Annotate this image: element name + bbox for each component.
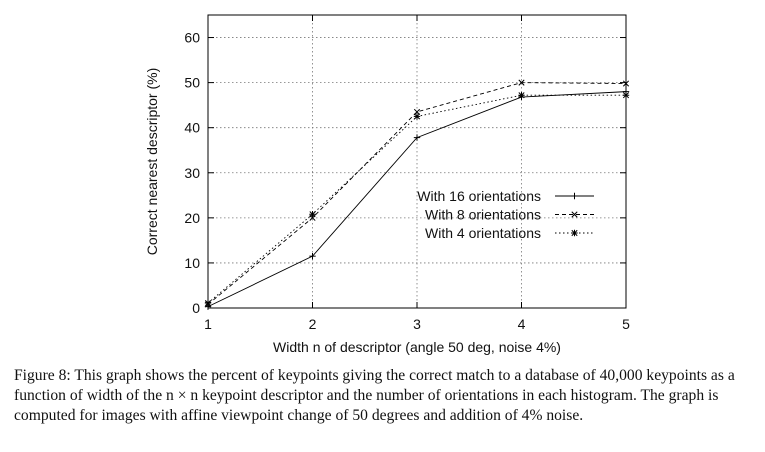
y-tick-label: 10 [184,255,200,271]
figure-caption: Figure 8: This graph shows the percent o… [14,367,735,424]
line-chart: 0 10 20 30 40 50 60 1 2 3 4 5 With 16 orientations… [144,14,630,355]
y-axis-ticks: 0 10 20 30 40 50 60 [184,30,626,316]
x-tick-label: 2 [309,316,317,332]
x-tick-label: 5 [622,316,630,332]
legend-label-2: With 8 orientations [425,207,541,223]
x-tick-label: 4 [518,316,526,332]
y-tick-label: 60 [184,30,200,46]
y-axis-label: Correct nearest descriptor (%) [144,68,160,256]
y-tick-label: 0 [192,300,200,316]
series-line-2 [207,82,627,305]
data-point-series-2 [518,79,525,86]
legend-label-1: With 16 orientations [417,188,541,204]
legend-label-3: With 4 orientations [425,225,541,241]
x-axis-label: Width n of descriptor (angle 50 deg, noi… [273,339,561,355]
series-group [204,79,630,310]
data-point-series-3 [204,299,212,307]
data-point-series-1 [413,134,421,141]
data-point-series-2 [622,80,630,87]
x-tick-label: 3 [413,316,421,332]
legend-marker-3 [571,229,578,237]
y-tick-label: 20 [184,210,200,226]
grid-lines [208,15,626,308]
data-point-series-3 [413,113,421,120]
data-point-series-1 [309,252,316,260]
x-axis-ticks: 1 2 3 4 5 [204,15,630,332]
legend: With 16 orientations With 8 orientations W… [417,188,594,241]
y-tick-label: 30 [184,165,200,181]
legend-marker-1 [571,192,578,200]
data-point-series-3 [622,92,630,99]
data-point-series-2 [413,108,421,115]
data-point-series-3 [518,92,525,99]
x-tick-label: 1 [204,316,212,332]
data-point-series-3 [309,211,316,218]
y-tick-label: 40 [184,120,200,136]
legend-marker-2 [571,211,578,218]
y-tick-label: 50 [184,75,200,91]
